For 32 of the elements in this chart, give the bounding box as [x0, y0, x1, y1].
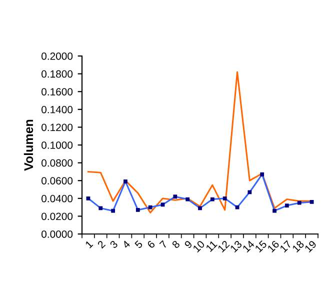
y-tick-label: 0.1000 — [42, 142, 73, 149]
y-tick-label: 0.0400 — [42, 194, 73, 202]
x-tick-label: 17 — [280, 240, 292, 253]
x-tick-label: 13 — [230, 240, 242, 253]
x-tick-label: 1 — [84, 240, 94, 248]
y-tick-label: 0.1800 — [42, 70, 73, 78]
y-tick-label: 0.1400 — [42, 106, 73, 114]
x-tick-label: 4 — [122, 240, 131, 249]
x-tick-label: 5 — [134, 240, 143, 249]
y-tick-label: 0.0800 — [42, 159, 73, 167]
y-axis-title: Volumen — [24, 120, 34, 171]
x-tick-label: 16 — [267, 240, 280, 253]
x-tick-label: 18 — [292, 240, 304, 253]
x-tick-label: 7 — [159, 240, 168, 249]
x-tick-label: 2 — [97, 240, 106, 249]
y-tick-label: 0.2000 — [42, 52, 73, 60]
line-series — [87, 71, 313, 214]
y-tick-label: 0.0000 — [42, 230, 73, 238]
x-tick-label: 11 — [206, 240, 218, 252]
y-tick-label: 0.1200 — [42, 124, 73, 132]
x-tick-label: 12 — [217, 240, 230, 253]
x-tick-label: 9 — [184, 240, 193, 249]
y-tick-label: 0.1600 — [42, 88, 73, 96]
x-tick-label: 10 — [192, 240, 206, 253]
x-tick-label: 3 — [109, 240, 118, 249]
x-tick-label: 14 — [242, 240, 255, 253]
x-tick-label: 8 — [172, 240, 180, 249]
x-tick-label: 6 — [146, 240, 156, 249]
y-tick-label: 0.0200 — [42, 212, 73, 220]
x-tick-label: 15 — [254, 240, 268, 253]
y-tick-label: 0.0600 — [42, 177, 73, 184]
x-tick-label: 19 — [304, 240, 317, 253]
